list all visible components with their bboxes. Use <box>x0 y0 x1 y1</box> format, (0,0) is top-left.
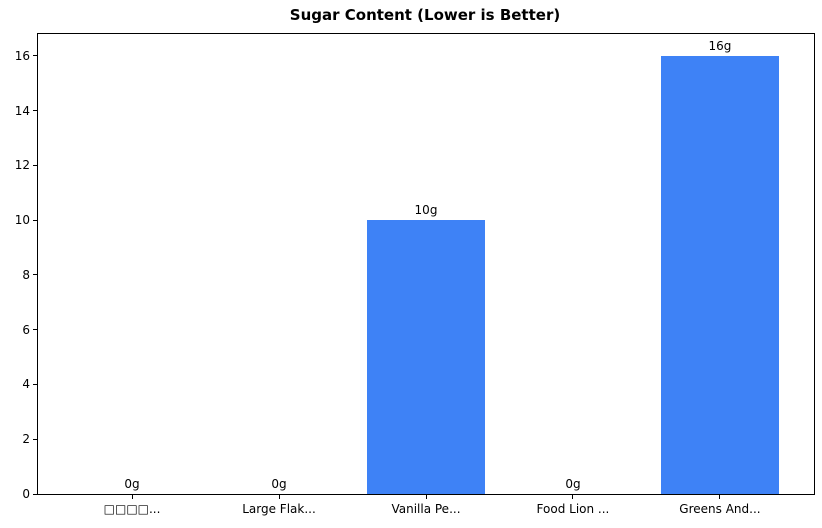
x-tick-mark <box>425 495 427 499</box>
bar <box>367 220 485 494</box>
x-tick-label: □□□□... <box>103 502 161 516</box>
bar-value-label: 0g <box>271 477 287 491</box>
x-tick-label: Vanilla Pe... <box>391 502 461 516</box>
y-tick-mark <box>33 493 37 495</box>
bar-value-label: 0g <box>124 477 140 491</box>
x-tick-mark <box>719 495 721 499</box>
y-tick-label: 8 <box>22 267 30 282</box>
x-tick-mark <box>278 495 280 499</box>
y-tick-label: 10 <box>14 213 30 228</box>
bar-value-label: 16g <box>708 38 732 53</box>
y-tick-label: 2 <box>22 432 30 447</box>
y-tick-label: 6 <box>22 322 30 337</box>
y-tick-mark <box>33 110 37 112</box>
bar-value-label: 10g <box>414 203 438 218</box>
bar-value-label: 0g <box>565 477 581 491</box>
y-tick-label: 16 <box>14 48 30 63</box>
x-tick-label: Food Lion ... <box>536 502 610 516</box>
y-tick-mark <box>33 329 37 331</box>
y-tick-mark <box>33 164 37 166</box>
y-tick-mark <box>33 383 37 385</box>
y-tick-label: 0 <box>22 487 30 501</box>
plot-area: 0 2 4 6 8 10 12 14 16 □□□□... Large Flak... Vanilla… <box>15 33 815 516</box>
y-tick-mark <box>33 55 37 57</box>
y-tick-label: 14 <box>14 103 30 118</box>
y-tick-label: 4 <box>22 377 30 392</box>
y-tick-mark <box>33 219 37 221</box>
chart-title: Sugar Content (Lower is Better) <box>289 6 561 24</box>
x-tick-mark <box>572 495 574 499</box>
y-tick-mark <box>33 274 37 276</box>
x-tick-mark <box>131 495 133 499</box>
bar <box>661 55 779 494</box>
y-tick-label: 12 <box>14 158 30 173</box>
y-tick-mark <box>33 438 37 440</box>
x-tick-label: Large Flak... <box>242 502 316 516</box>
x-tick-label: Greens And... <box>679 502 761 516</box>
